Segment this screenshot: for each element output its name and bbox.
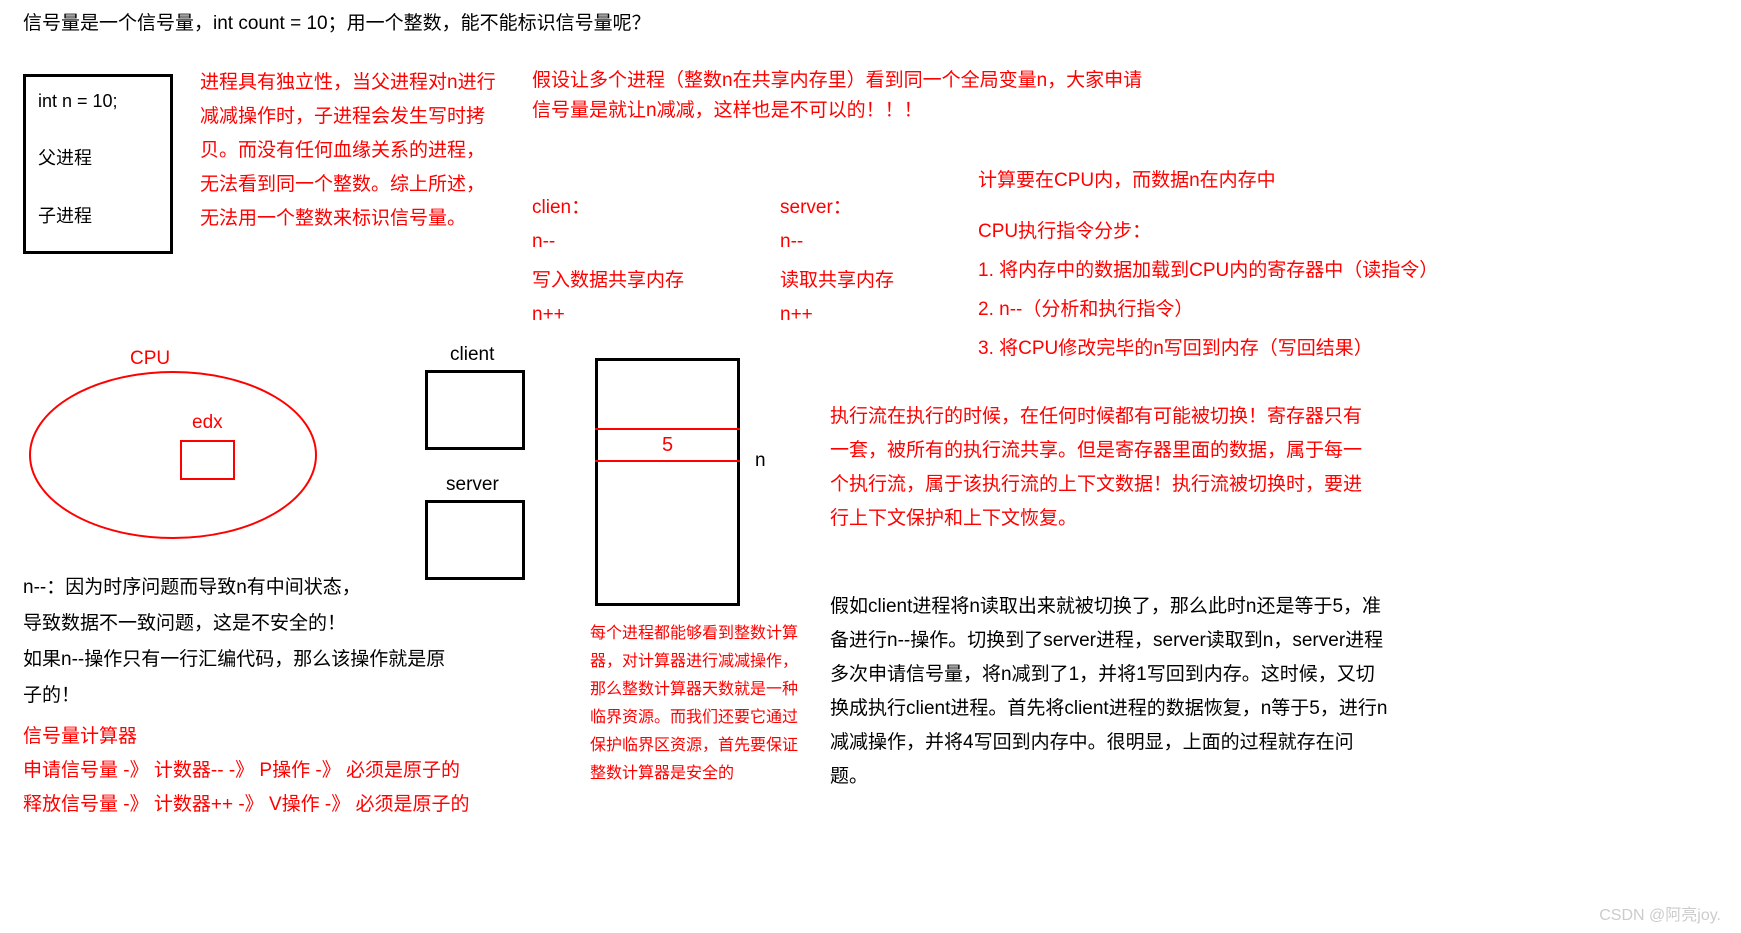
cpu-step-1: 1. 将内存中的数据加载到CPU内的寄存器中（读指令） bbox=[978, 255, 1438, 282]
cpu-step-2: 2. n--（分析和执行指令） bbox=[978, 294, 1438, 321]
client-block: clien： n-- 写入数据共享内存 n++ bbox=[532, 192, 684, 326]
client-l2: 写入数据共享内存 bbox=[532, 265, 684, 292]
page-title: 信号量是一个信号量，int count = 10；用一个整数，能不能标识信号量呢… bbox=[23, 8, 651, 35]
assumption-l2: 信号量是就让n减减，这样也是不可以的！！！ bbox=[532, 96, 1232, 126]
assumption-text: 假设让多个进程（整数n在共享内存里）看到同一个全局变量n，大家申请 信号量是就让… bbox=[532, 66, 1232, 126]
cpu-ellipse bbox=[28, 370, 318, 540]
cpu-info-sub: CPU执行指令分步： bbox=[978, 216, 1438, 243]
server-title: server： bbox=[780, 192, 894, 219]
scenario-text: 假如client进程将n读取出来就被切换了，那么此时n还是等于5，准备进行n--… bbox=[830, 590, 1390, 794]
watermark: CSDN @阿亮joy. bbox=[1599, 901, 1721, 925]
sem-l1: 申请信号量 -》 计数器-- -》 P操作 -》 必须是原子的 bbox=[23, 754, 470, 788]
client-title: clien： bbox=[532, 192, 684, 219]
assumption-l1: 假设让多个进程（整数n在共享内存里）看到同一个全局变量n，大家申请 bbox=[532, 66, 1232, 96]
server-l1: n-- bbox=[780, 231, 894, 253]
switch-text: 执行流在执行的时候，在任何时候都有可能被切换！寄存器只有一套，被所有的执行流共享… bbox=[830, 400, 1370, 536]
edx-label: edx bbox=[192, 412, 223, 434]
edx-box bbox=[180, 440, 235, 480]
cpu-info-title: 计算要在CPU内，而数据n在内存中 bbox=[978, 165, 1438, 192]
memory-n-label: n bbox=[755, 450, 766, 472]
counter-text: 每个进程都能够看到整数计算器，对计算器进行减减操作，那么整数计算器天数就是一种临… bbox=[590, 620, 800, 788]
independence-text: 进程具有独立性，当父进程对n进行减减操作时，子进程会发生写时拷贝。而没有任何血缘… bbox=[200, 66, 500, 236]
n-minus-text: n--：因为时序问题而导致n有中间状态， 导致数据不一致问题，这是不安全的！ 如… bbox=[23, 570, 503, 714]
nm-l4: 子的！ bbox=[23, 678, 503, 714]
memory-cell: 5 bbox=[595, 428, 740, 462]
server-block: server： n-- 读取共享内存 n++ bbox=[780, 192, 894, 326]
memory-box bbox=[595, 358, 740, 606]
client-box bbox=[425, 370, 525, 450]
proc-line-1: int n = 10; bbox=[38, 91, 158, 112]
server-box-label: server bbox=[446, 474, 499, 496]
cpu-label: CPU bbox=[130, 348, 170, 370]
nm-l2: 导致数据不一致问题，这是不安全的！ bbox=[23, 606, 503, 642]
cpu-step-3: 3. 将CPU修改完毕的n写回到内存（写回结果） bbox=[978, 333, 1438, 360]
nm-l3: 如果n--操作只有一行汇编代码，那么该操作就是原 bbox=[23, 642, 503, 678]
process-box: int n = 10; 父进程 子进程 bbox=[23, 74, 173, 254]
client-l3: n++ bbox=[532, 304, 684, 326]
nm-l1: n--：因为时序问题而导致n有中间状态， bbox=[23, 570, 503, 606]
proc-line-2: 父进程 bbox=[38, 144, 158, 170]
client-box-label: client bbox=[450, 344, 494, 366]
sem-calc: 信号量计算器 申请信号量 -》 计数器-- -》 P操作 -》 必须是原子的 释… bbox=[23, 720, 470, 822]
client-l1: n-- bbox=[532, 231, 684, 253]
sem-l2: 释放信号量 -》 计数器++ -》 V操作 -》 必须是原子的 bbox=[23, 788, 470, 822]
cpu-info: 计算要在CPU内，而数据n在内存中 CPU执行指令分步： 1. 将内存中的数据加… bbox=[978, 165, 1438, 360]
proc-line-3: 子进程 bbox=[38, 202, 158, 228]
sem-title: 信号量计算器 bbox=[23, 720, 470, 754]
server-l2: 读取共享内存 bbox=[780, 265, 894, 292]
server-l3: n++ bbox=[780, 304, 894, 326]
server-box bbox=[425, 500, 525, 580]
